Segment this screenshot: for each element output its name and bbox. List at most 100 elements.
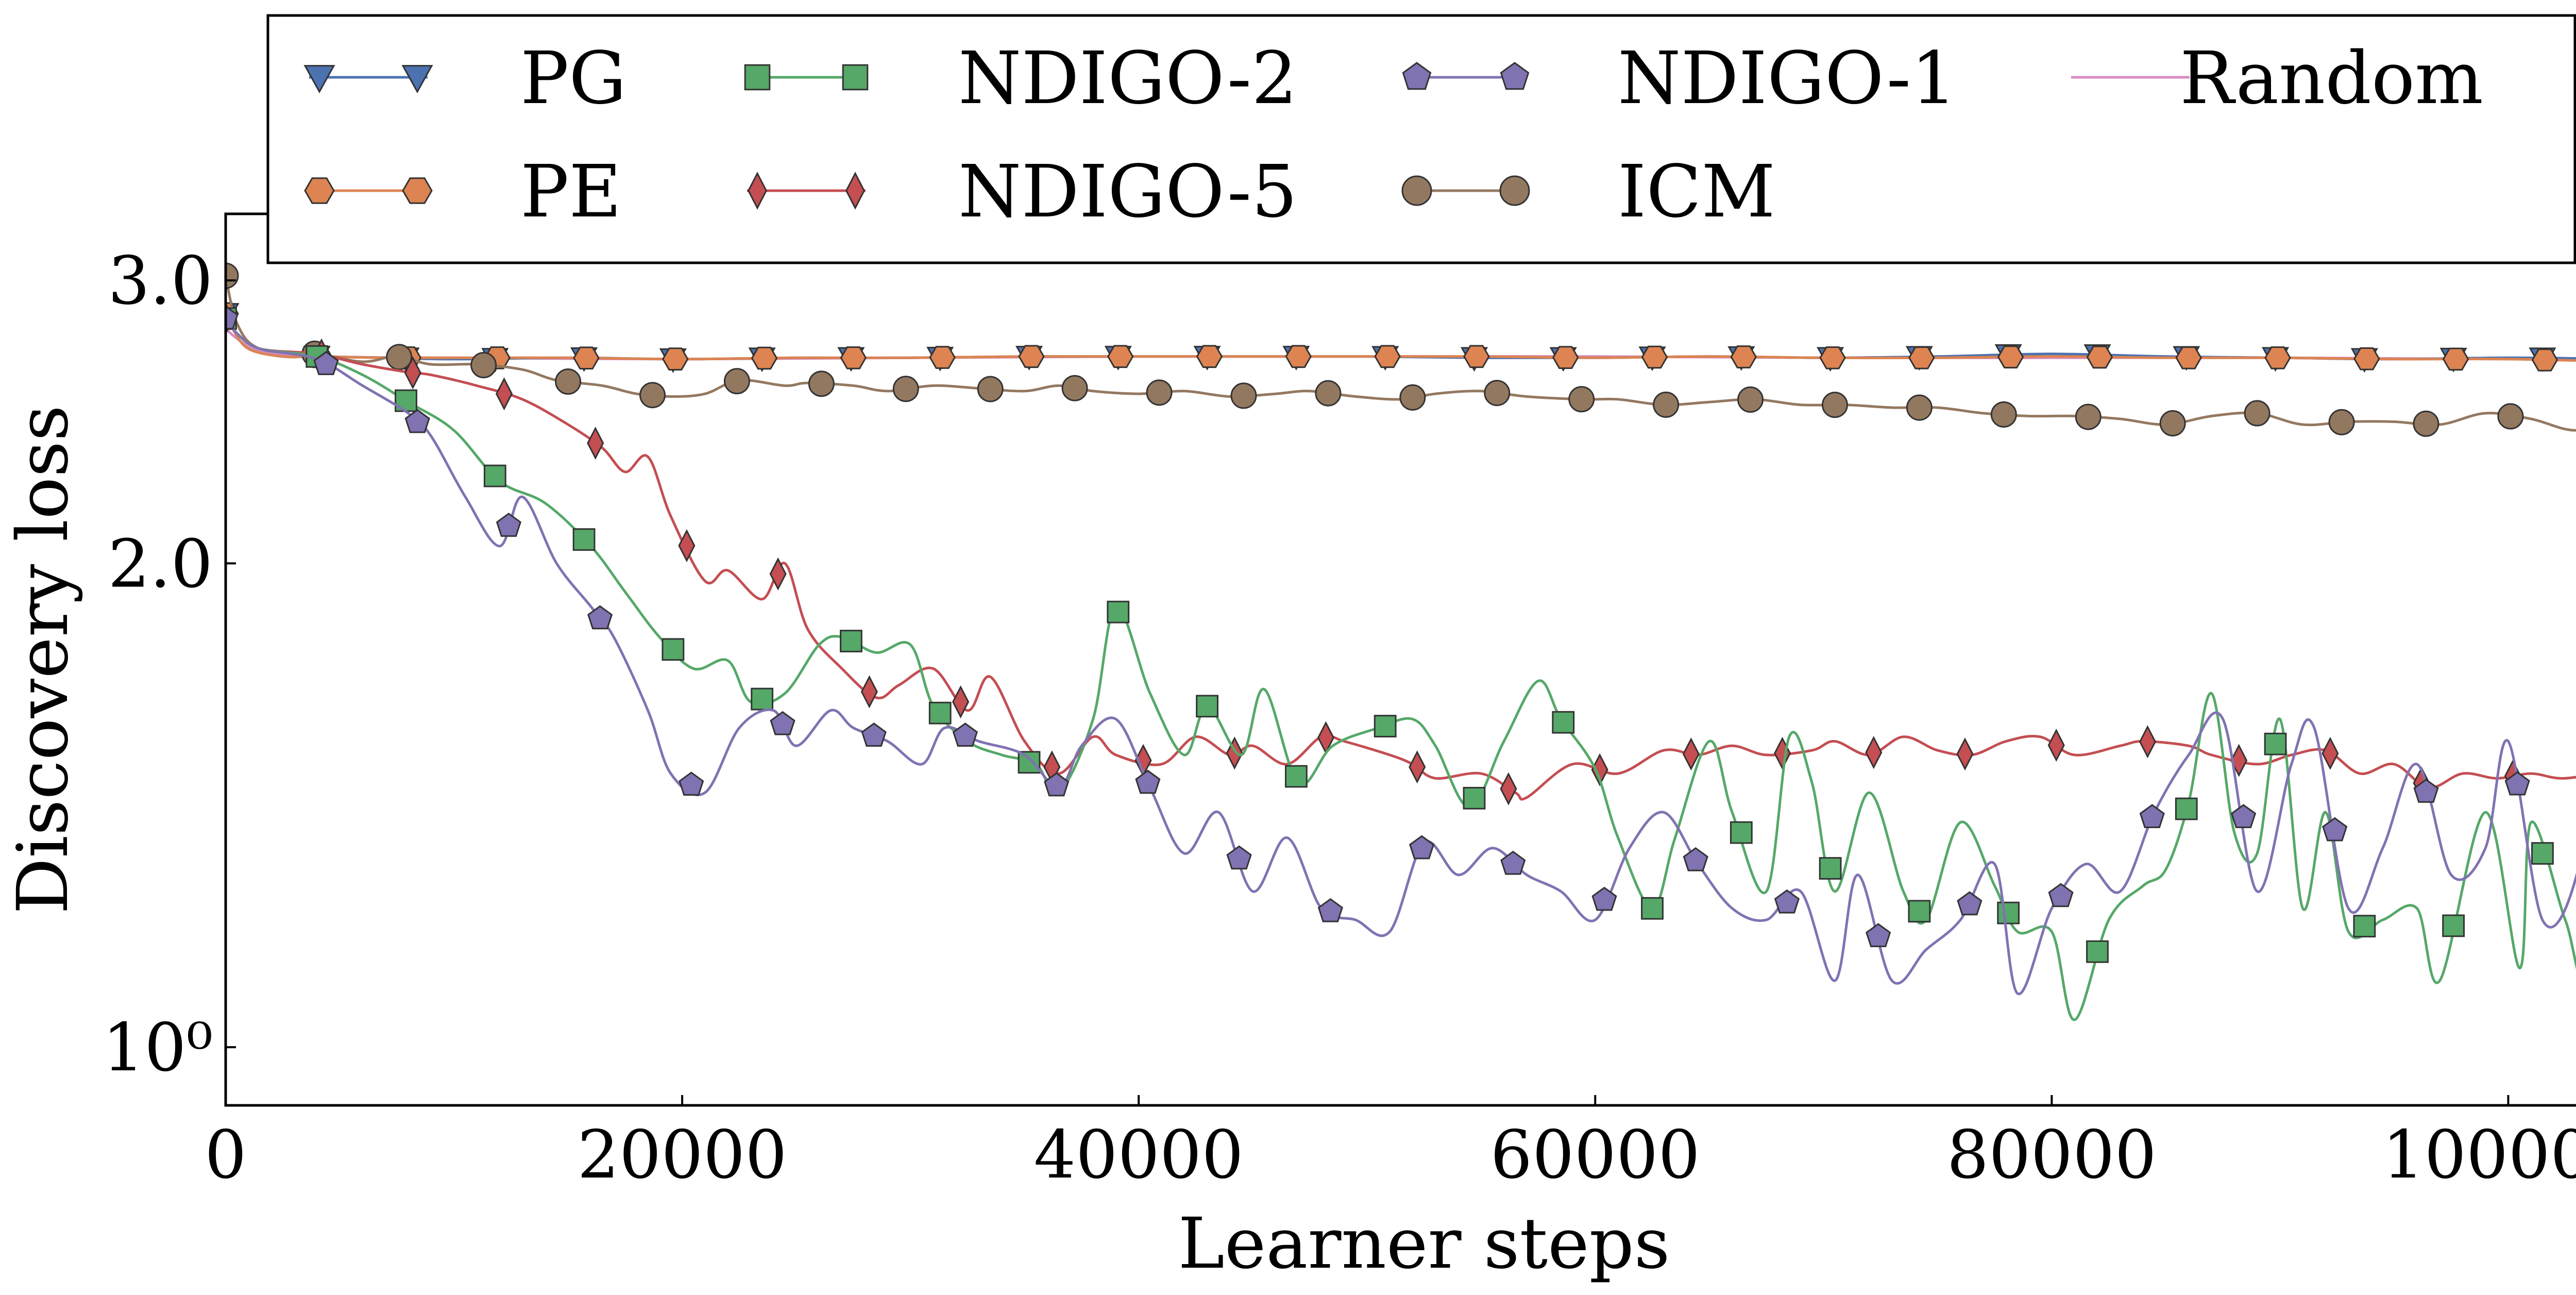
data-point-ndigo-1 [2504,771,2530,796]
data-point-icm [2244,400,2270,427]
legend-marker-ndigo-1 [1402,62,1432,90]
data-point-ndigo-1 [1957,891,1982,916]
data-point-ndigo-2 [1018,751,1041,774]
data-point-ndigo-2 [1730,821,1753,844]
data-point-ndigo-2 [1374,715,1397,737]
data-point-icm [386,344,413,371]
data-point-ndigo-5 [1409,750,1426,784]
data-point-ndigo-1 [496,512,521,537]
data-point-icm [2413,410,2439,437]
data-point-icm [1990,401,2017,428]
legend-marker-pg [303,65,335,94]
data-point-icm [555,368,582,395]
legend-label-random: Random [2180,37,2483,121]
legend-marker-pg [401,65,433,94]
data-point-ndigo-1 [2139,804,2165,828]
data-point-ndigo-1 [1226,845,1252,870]
data-point-ndigo-5 [678,529,696,563]
data-point-ndigo-5 [860,675,878,709]
data-point-pe [1374,345,1401,368]
data-point-ndigo-1 [1591,886,1617,911]
legend-label-pg: PG [520,37,626,121]
data-point-ndigo-1 [770,711,795,735]
data-point-ndigo-2 [751,687,774,711]
data-point-ndigo-1 [404,409,430,433]
data-point-ndigo-5 [1500,772,1517,805]
data-point-pe [1285,345,1312,368]
data-point-ndigo-5 [769,557,787,591]
data-point-ndigo-1 [2048,883,2074,907]
data-point-ndigo-2 [1107,600,1130,624]
data-point-pe [1641,345,1668,369]
data-point-icm [1906,394,1933,421]
data-point-ndigo-2 [1641,897,1664,920]
data-point-ndigo-2 [2442,914,2465,937]
series-line-ndigo-1 [226,317,2576,996]
legend-marker-ndigo-2 [842,64,869,91]
data-point-ndigo-2 [2353,915,2376,938]
y-tick-label: 3.0 [108,243,213,319]
data-point-ndigo-2 [572,528,596,551]
legend-marker-pe [304,177,335,204]
data-point-pe [1107,345,1134,368]
legend-label-ndigo-2: NDIGO-2 [958,37,1297,121]
data-point-ndigo-5 [2047,729,2065,762]
data-point-icm [2159,410,2186,436]
data-point-ndigo-1 [1044,772,1070,797]
data-point-ndigo-5 [587,426,604,460]
data-point-ndigo-1 [2230,804,2257,828]
data-point-icm [723,368,750,395]
data-point-icm [2328,409,2355,435]
data-point-pe [1552,346,1579,369]
x-tick-label: 20000 [578,1117,787,1193]
data-point-ndigo-1 [313,351,339,375]
legend-item-ndigo-1: NDIGO-1 [1402,37,1957,121]
legend-label-ndigo-5: NDIGO-5 [958,150,1297,234]
series-ndigo-1 [226,305,2576,996]
data-point-pe [662,347,689,371]
data-point-ndigo-5 [1226,736,1243,770]
data-point-ndigo-1 [1500,850,1526,875]
series-layer [226,262,2576,1021]
x-tick-label: 40000 [1034,1117,1244,1193]
data-point-pe [2531,348,2558,372]
data-point-ndigo-2 [2086,940,2109,963]
data-point-ndigo-2 [840,630,862,652]
data-point-icm [1653,391,1680,418]
data-point-ndigo-2 [928,701,952,725]
data-point-ndigo-5 [1865,736,1883,769]
data-point-ndigo-2 [1819,857,1842,880]
legend-label-icm: ICM [1618,150,1775,234]
data-point-ndigo-2 [662,638,685,661]
data-point-icm [470,352,497,379]
x-tick-label: 0 [205,1117,246,1193]
data-point-ndigo-5 [495,377,513,411]
legend-marker-ndigo-5 [747,172,768,210]
data-point-icm [1568,386,1595,413]
data-point-icm [808,371,835,397]
data-point-icm [1061,375,1088,401]
data-point-ndigo-5 [1956,737,1974,771]
data-point-ndigo-2 [2531,842,2554,865]
legend-item-icm: ICM [1401,150,1775,234]
data-point-pe [2264,346,2291,369]
legend: PG NDIGO-2 NDIGO-1 Random PE NDIGO-5 ICM [266,14,2576,264]
data-point-pe [2442,347,2469,371]
data-point-icm [2497,403,2524,430]
legend-marker-ndigo-1 [1500,62,1530,90]
data-point-ndigo-2 [1552,711,1575,734]
legend-label-pe: PE [520,150,621,234]
data-point-icm [1315,380,1342,407]
data-point-icm [639,382,666,409]
data-point-pe [1908,346,1935,369]
y-axis-title: Discovery loss [3,405,84,914]
legend-item-pe: PE [304,150,621,234]
data-point-icm [892,376,919,402]
series-pe [226,302,2576,372]
data-point-ndigo-2 [1908,900,1931,923]
data-point-ndigo-2 [2264,732,2287,755]
data-point-pe [1463,345,1490,368]
data-point-icm [226,262,239,289]
data-point-ndigo-1 [1683,847,1708,871]
data-point-ndigo-1 [1866,923,1891,947]
